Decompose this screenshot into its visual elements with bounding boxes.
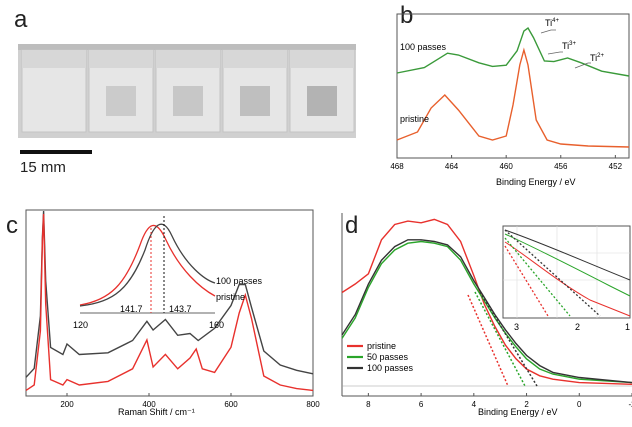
- film-square: [240, 86, 270, 116]
- panel-d-inset: 3 2 1: [502, 225, 631, 332]
- series-line-100-passes: [25, 210, 314, 378]
- peak-label-ti3: Ti3+: [562, 41, 577, 51]
- scale-bar-label: 15 mm: [20, 159, 66, 176]
- panel-c-inset: 141.7 143.7 120 160 100 passes pristine: [73, 216, 263, 330]
- inset-tick-160: 160: [209, 320, 224, 330]
- inset-label-100-passes: 100 passes: [216, 276, 263, 286]
- legend-label: 100 passes: [367, 363, 414, 373]
- film-square: [106, 86, 136, 116]
- series-line-100-passes: [396, 26, 630, 77]
- panel-letter-d: d: [345, 212, 359, 239]
- cuvette-top: [223, 50, 287, 68]
- panel-a-photo: 15 mm: [18, 44, 356, 176]
- cuvette-top: [89, 50, 153, 68]
- film-square: [173, 86, 203, 116]
- d-inset-tick-2: 2: [575, 322, 580, 332]
- cuvette-top: [22, 50, 86, 68]
- peak-label-ti4: Ti4+: [545, 18, 560, 28]
- series-line-pristine: [396, 47, 630, 148]
- x-tick-label: 456: [554, 162, 568, 171]
- cuvette-top: [290, 50, 354, 68]
- inset-tick-120: 120: [73, 320, 88, 330]
- c-xlabel: Raman Shift / cm⁻¹: [118, 407, 195, 417]
- film-square: [307, 86, 337, 116]
- x-tick-label: 460: [499, 162, 513, 171]
- inset-peak-red: 141.7: [120, 304, 143, 314]
- label-100-passes: 100 passes: [400, 42, 447, 52]
- peak-label-ti2: Ti2+: [590, 53, 605, 63]
- cuvette-top: [156, 50, 220, 68]
- x-tick-label: 400: [142, 400, 156, 409]
- x-tick-label: 200: [60, 400, 74, 409]
- series-line-pristine: [341, 218, 632, 385]
- inset-peak-black: 143.7: [169, 304, 192, 314]
- label-pristine: pristine: [400, 114, 429, 124]
- x-tick-label: -2: [628, 400, 632, 409]
- x-tick-label: 600: [224, 400, 238, 409]
- x-tick-label: 464: [445, 162, 459, 171]
- d-xlabel: Binding Energy / eV: [478, 407, 558, 417]
- series-line-pristine: [25, 213, 314, 392]
- scale-bar: [20, 150, 92, 154]
- series-line-100-passes: [341, 239, 632, 384]
- x-tick-label: 8: [366, 400, 371, 409]
- panel-b: 100 passes pristine Ti4+ Ti3+ Ti2+ 468 46…: [390, 13, 630, 187]
- series-line-50-passes: [341, 240, 632, 384]
- x-tick-label: 468: [390, 162, 404, 171]
- legend-label: 50 passes: [367, 352, 409, 362]
- x-tick-label: 2: [524, 400, 529, 409]
- panel-letter-b: b: [400, 2, 414, 29]
- x-tick-label: 0: [577, 400, 582, 409]
- b-xlabel: Binding Energy / eV: [496, 177, 576, 187]
- d-inset-tick-1: 1: [625, 322, 630, 332]
- x-tick-label: 800: [306, 400, 320, 409]
- d-inset-tick-3: 3: [514, 322, 519, 332]
- panel-letter-c: c: [6, 212, 18, 239]
- x-tick-label: 452: [609, 162, 623, 171]
- x-tick-label: 6: [419, 400, 424, 409]
- x-tick-label: 4: [472, 400, 477, 409]
- legend-label: pristine: [367, 341, 396, 351]
- inset-label-pristine: pristine: [216, 292, 245, 302]
- panel-c: 200 400 600 800 Raman Shift / cm⁻¹ 141.7 14…: [25, 209, 320, 417]
- panel-letter-a: a: [14, 6, 28, 33]
